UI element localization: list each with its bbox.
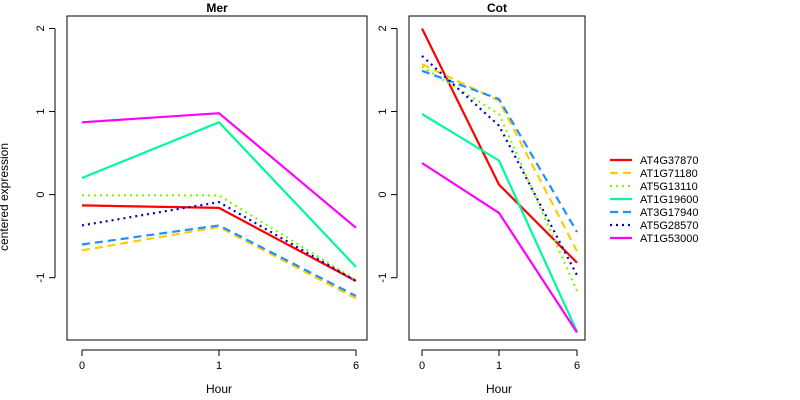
x-tick-label: 1 xyxy=(496,360,502,372)
series-line-at1g53000 xyxy=(81,112,357,229)
series-line-at4g37870 xyxy=(81,204,357,282)
legend-label: AT1G53000 xyxy=(640,233,699,245)
panel-title: Cot xyxy=(487,1,507,15)
x-axis-label: Hour xyxy=(206,382,232,396)
panel-title: Mer xyxy=(206,1,228,15)
series-line-at5g13110 xyxy=(421,65,579,292)
legend: AT4G37870AT1G71180AT5G13110AT1G19600AT3G… xyxy=(610,155,699,245)
series-line-at3g17940 xyxy=(421,69,578,233)
plot-frame xyxy=(408,15,586,341)
y-tick-label: -1 xyxy=(377,273,389,283)
legend-label: AT3G17940 xyxy=(640,207,699,219)
y-tick-label: 2 xyxy=(377,25,389,31)
series-line-at5g28570 xyxy=(421,55,578,276)
series-line-at4g37870 xyxy=(421,28,578,264)
panel-mer: Mer 0 1 6 Hour 2 1 0 -1 xyxy=(35,1,368,396)
series-line-at1g71180 xyxy=(421,63,578,252)
series-line-at3g17940 xyxy=(81,224,357,297)
x-tick-label: 0 xyxy=(419,360,425,372)
x-tick-label: 6 xyxy=(574,360,580,372)
legend-label: AT1G19600 xyxy=(640,194,699,206)
legend-label: AT1G71180 xyxy=(640,168,698,180)
x-tick-label: 6 xyxy=(353,360,359,372)
y-tick-label: 0 xyxy=(35,192,47,198)
x-tick-label: 1 xyxy=(216,360,222,372)
series-line-at1g19600 xyxy=(81,120,357,268)
y-tick-label: 0 xyxy=(377,192,389,198)
y-tick-label: 1 xyxy=(377,108,389,114)
x-tick-label: 0 xyxy=(79,360,85,372)
y-axis-label: centered expression xyxy=(0,143,11,251)
series-line-at1g19600 xyxy=(421,113,579,333)
panel-cot: Cot 0 1 6 Hour 2 1 0 -1 xyxy=(377,1,586,396)
y-tick-label: 1 xyxy=(35,108,47,114)
plot-frame xyxy=(66,15,368,341)
legend-label: AT5G13110 xyxy=(640,181,698,193)
x-axis-label: Hour xyxy=(486,382,512,396)
y-tick-label: -1 xyxy=(35,273,47,283)
series-line-at1g71180 xyxy=(81,225,357,300)
series-line-at1g53000 xyxy=(421,162,578,334)
legend-label: AT5G28570 xyxy=(640,220,699,232)
legend-label: AT4G37870 xyxy=(640,155,699,167)
series-line-at5g28570 xyxy=(81,200,357,282)
y-tick-label: 2 xyxy=(35,25,47,31)
